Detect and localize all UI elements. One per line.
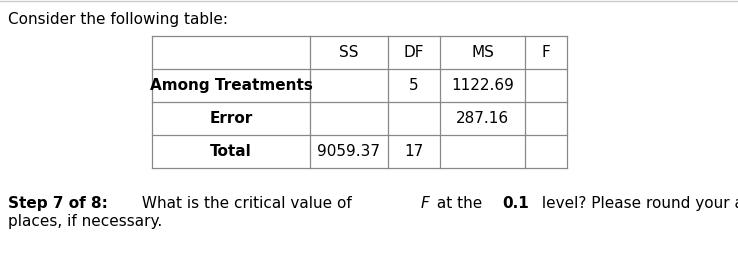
Text: 0.1: 0.1	[503, 196, 529, 211]
Text: places, if necessary.: places, if necessary.	[8, 214, 162, 229]
Text: F: F	[542, 45, 551, 60]
Text: 9059.37: 9059.37	[317, 144, 381, 159]
Text: DF: DF	[404, 45, 424, 60]
Text: Consider the following table:: Consider the following table:	[8, 12, 228, 27]
Text: SS: SS	[339, 45, 359, 60]
Text: Step 7 of 8:: Step 7 of 8:	[8, 196, 108, 211]
Text: What is the critical value of: What is the critical value of	[137, 196, 356, 211]
Text: 1122.69: 1122.69	[451, 78, 514, 93]
Text: 287.16: 287.16	[456, 111, 509, 126]
Text: at the: at the	[432, 196, 486, 211]
Text: Error: Error	[210, 111, 252, 126]
Text: 5: 5	[409, 78, 418, 93]
Text: Total: Total	[210, 144, 252, 159]
Text: 17: 17	[404, 144, 424, 159]
Text: level? Please round your answer to four decimal: level? Please round your answer to four …	[537, 196, 738, 211]
Text: Among Treatments: Among Treatments	[150, 78, 312, 93]
Text: F: F	[420, 196, 429, 211]
Text: MS: MS	[471, 45, 494, 60]
